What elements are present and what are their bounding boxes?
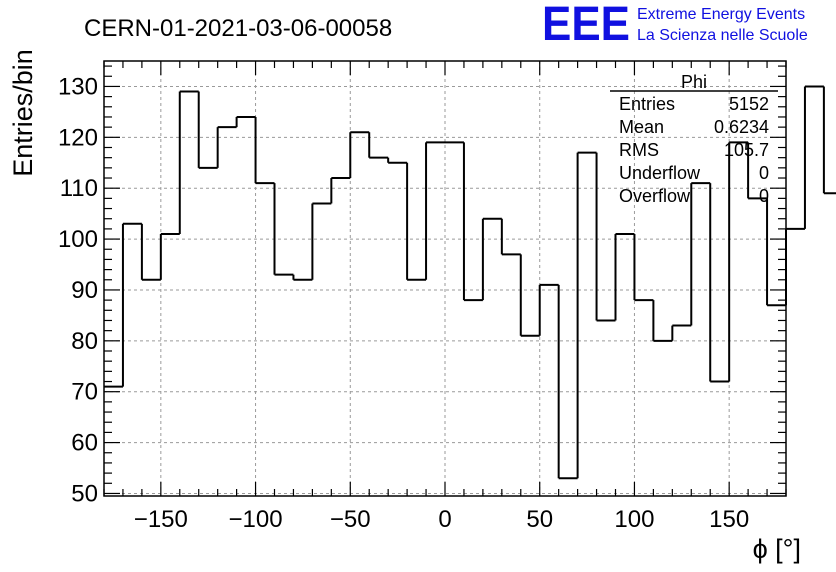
stats-row-label: Mean [619,117,664,137]
x-tick-label: 100 [614,506,654,533]
histogram-bars [104,85,836,480]
y-tick-label: 110 [60,175,98,202]
y-tick-label: 60 [71,430,98,457]
y-tick-label: 120 [58,124,98,151]
x-tick-label: −100 [229,506,283,533]
stats-row-value: 0.6234 [714,117,769,137]
stats-row-value: 105.7 [724,140,769,160]
y-tick-label: 130 [58,73,98,100]
stats-row-label: RMS [619,140,659,160]
stats-title: Phi [681,72,707,92]
y-tick-label: 70 [71,379,98,406]
x-tick-label: −150 [134,506,188,533]
stats-row-label: Entries [619,94,675,114]
y-tick-label: 50 [71,480,98,507]
tick-labels: −150 −100 −50 0 50 100 150 50 60 70 80 90 100 110 120 1… [58,73,749,533]
x-tick-label: 150 [709,506,749,533]
stats-row-value: 0 [759,186,769,206]
y-tick-label: 100 [58,226,98,253]
stats-box: Phi Entries 5152 Mean 0.6234 RMS 105.7 Underfl… [610,72,778,206]
eee-logo: EEE [542,0,630,51]
y-tick-label: 90 [71,277,98,304]
x-tick-label: 50 [526,506,553,533]
logo-subtitle-1: Extreme Energy Events [637,6,805,23]
run-title: CERN-01-2021-03-06-00058 [84,15,392,42]
stats-rows: Entries 5152 Mean 0.6234 RMS 105.7 Underflow 0 O… [619,94,769,206]
logo-subtitle-2: La Scienza nelle Scuole [637,27,808,44]
x-tick-label: 0 [438,506,451,533]
x-tick-label: −50 [330,506,371,533]
y-tick-label: 80 [71,328,98,355]
y-axis-label: Entries/bin [8,49,38,177]
x-axis-label: ϕ [°] [753,534,801,564]
stats-row-label: Overflow [619,186,691,206]
axis-ticks [103,61,787,496]
stats-row-value: 0 [759,163,769,183]
stats-row-label: Underflow [619,163,701,183]
stats-row-value: 5152 [729,94,769,114]
